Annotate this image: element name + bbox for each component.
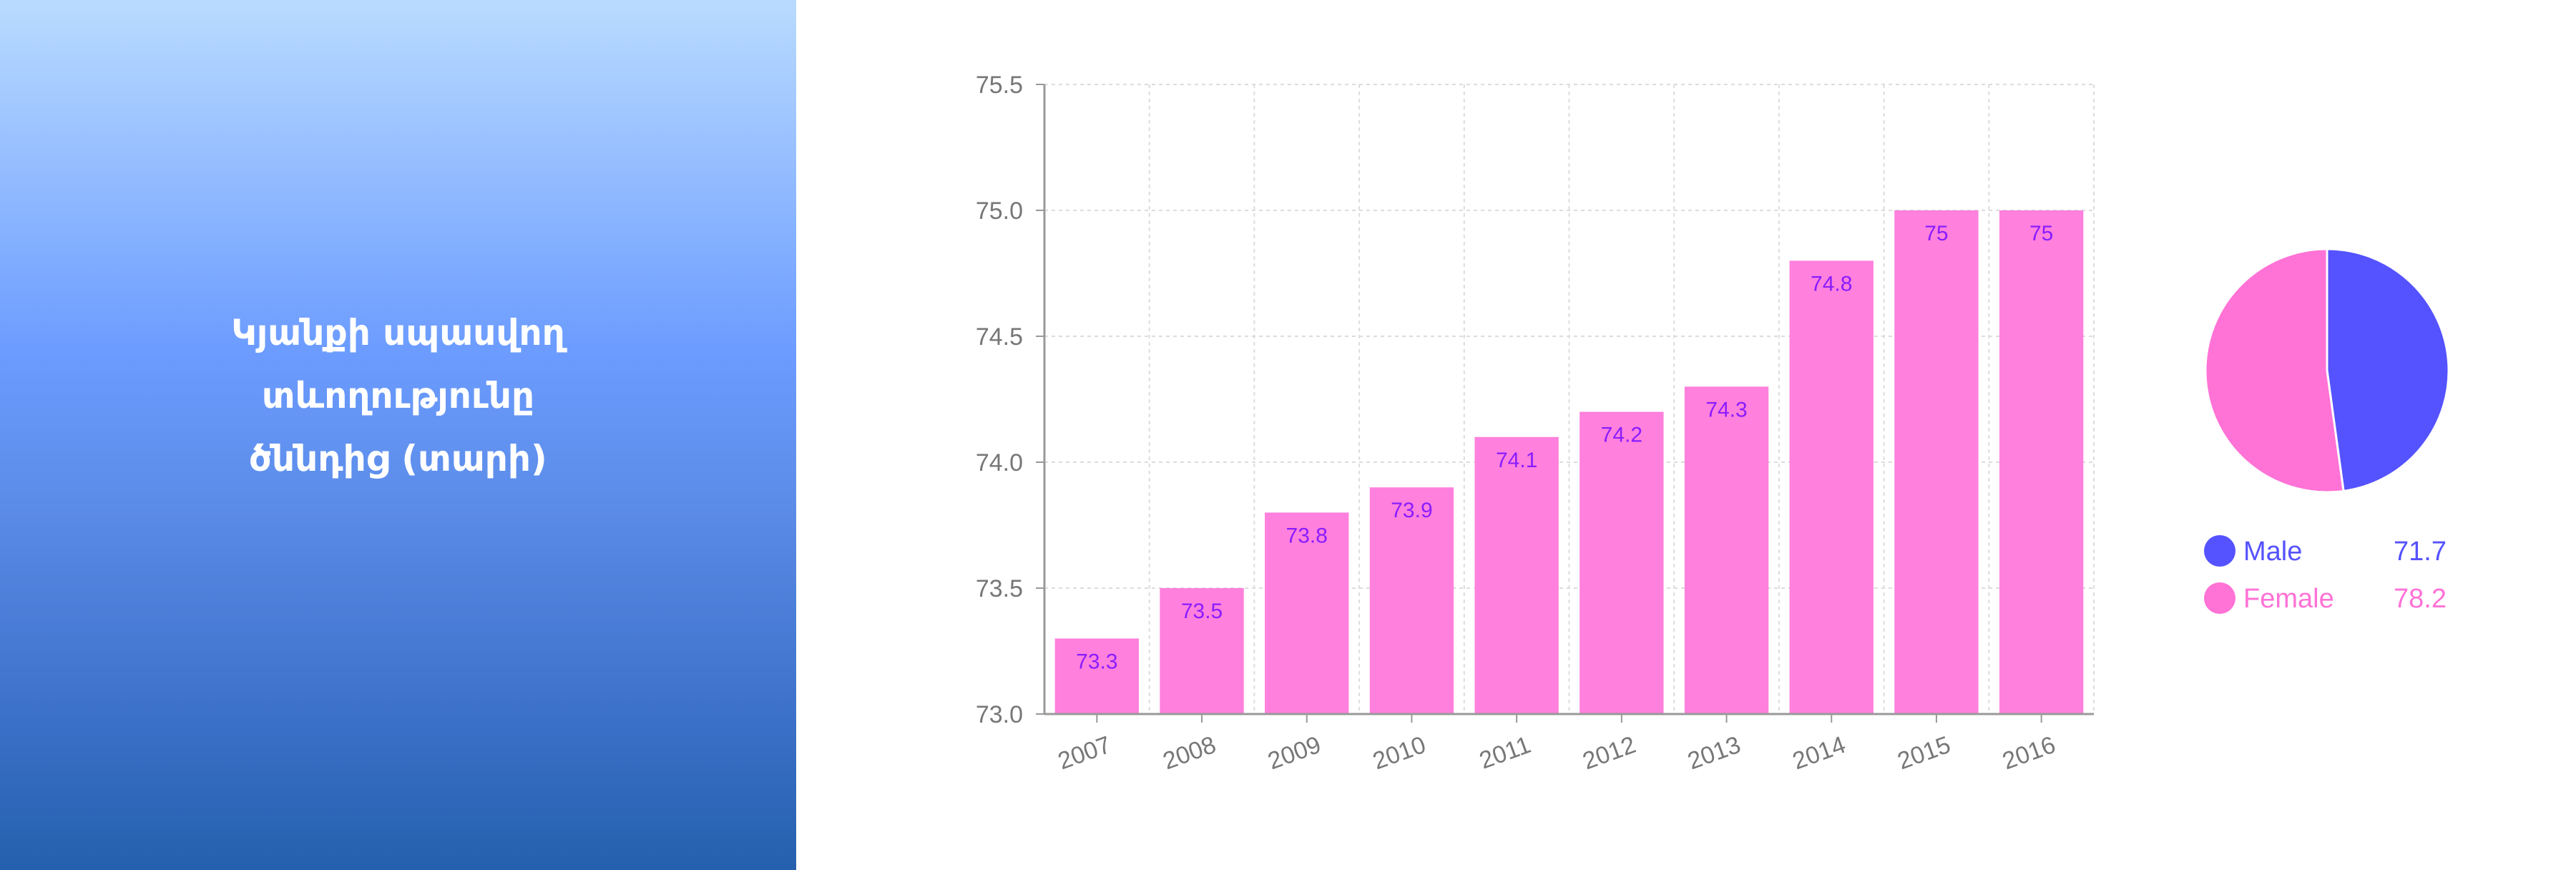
bar-2011 [1474, 436, 1559, 714]
x-tick-label: 2012 [1580, 731, 1640, 776]
y-tick-label: 75.5 [976, 72, 1023, 99]
x-tick-label: 2013 [1684, 731, 1744, 776]
panel-title: Կյանքի սպասվող տևողությունը ծննդից (տարի… [148, 301, 649, 490]
legend-value-male: 71.7 [2394, 537, 2447, 567]
y-tick-label: 73.0 [976, 701, 1023, 728]
bar-data-label: 74.8 [1811, 272, 1852, 295]
bar-2009 [1265, 512, 1349, 714]
bar-data-label: 75 [1924, 222, 1948, 245]
pie-chart [2204, 248, 2450, 494]
title-panel: Կյանքի սպասվող տևողությունը ծննդից (տարի… [0, 0, 796, 870]
y-tick-label: 74.5 [976, 323, 1023, 351]
bar-2007 [1054, 638, 1140, 714]
bar-data-label: 74.1 [1496, 449, 1537, 472]
bar-2010 [1369, 487, 1454, 714]
bar-2015 [1894, 210, 1979, 714]
y-tick-label: 73.5 [976, 575, 1023, 602]
x-tick-label: 2014 [1789, 731, 1849, 776]
panel-title-line-2: տևողությունը [261, 375, 535, 416]
bar-data-label: 73.8 [1286, 524, 1328, 547]
legend-marker-male [2204, 535, 2235, 567]
legend-label-male: Male [2243, 537, 2302, 567]
bar-data-label: 73.5 [1181, 600, 1223, 623]
x-tick-label: 2008 [1160, 731, 1220, 776]
bar-2014 [1789, 260, 1874, 714]
bar-data-label: 74.3 [1705, 398, 1747, 421]
bar-2008 [1160, 588, 1244, 714]
bar-chart: 73.3 73.5 73.8 73.9 74.1 74.2 74.3 74.8 75 75 73.… [976, 72, 2095, 776]
x-tick-label: 2015 [1894, 731, 1954, 776]
bars: 73.3 73.5 73.8 73.9 74.1 74.2 74.3 74.8 75 75 [1054, 210, 2084, 714]
y-tick-label: 74.0 [976, 449, 1023, 476]
y-tick-label: 75.0 [976, 197, 1023, 225]
bar-2013 [1684, 386, 1769, 714]
x-tick-label: 2010 [1369, 731, 1429, 776]
x-tick-label: 2016 [1999, 731, 2059, 776]
bar-data-label: 75 [2029, 222, 2053, 245]
bar-data-label: 73.9 [1391, 499, 1432, 522]
pie-legend: Male 71.7 Female 78.2 [2204, 535, 2447, 614]
bar-data-label: 74.2 [1601, 424, 1642, 447]
legend-marker-female [2204, 582, 2235, 614]
panel-title-line-3: ծննդից (տարի) [249, 438, 547, 479]
x-tick-label: 2009 [1264, 731, 1324, 776]
panel-title-line-1: Կյանքի սպասվող [231, 312, 565, 353]
pie-slice-female [2204, 248, 2345, 494]
pie-slice-male [2326, 248, 2450, 493]
legend-value-female: 78.2 [2394, 584, 2447, 614]
bar-data-label: 73.3 [1076, 650, 1117, 673]
legend-label-female: Female [2243, 584, 2334, 614]
x-tick-label: 2007 [1054, 731, 1115, 776]
bar-2012 [1580, 411, 1664, 714]
bar-2016 [1999, 210, 2084, 714]
x-tick-label: 2011 [1476, 731, 1534, 775]
